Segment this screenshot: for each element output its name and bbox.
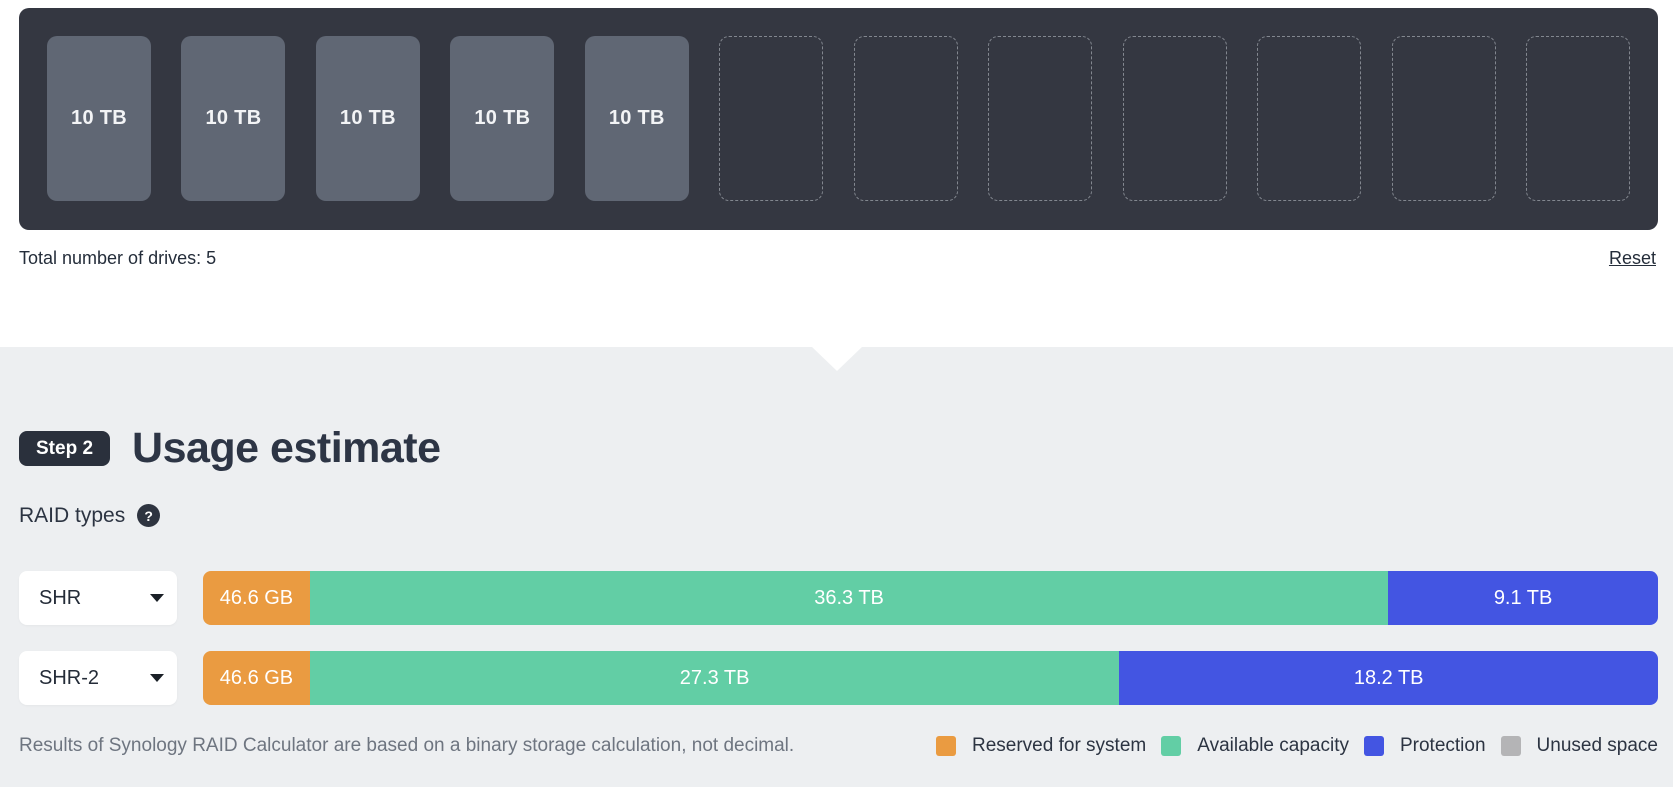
bar-segment-available: 36.3 TB xyxy=(309,571,1389,625)
bar-segment-reserved: 46.6 GB xyxy=(203,651,310,705)
footer-note: Results of Synology RAID Calculator are … xyxy=(19,735,795,756)
capacity-bar: 46.6 GB 27.3 TB 18.2 TB xyxy=(203,651,1658,705)
legend-label: Unused space xyxy=(1536,735,1658,756)
drive-slot-empty[interactable] xyxy=(1525,36,1630,201)
drive-slot-empty[interactable] xyxy=(1122,36,1227,201)
legend-label: Reserved for system xyxy=(972,735,1147,756)
bar-segment-value: 18.2 TB xyxy=(1353,666,1424,689)
drive-bay-meta-row: Total number of drives: 5 Reset xyxy=(19,248,1656,269)
capacity-bar: 46.6 GB 36.3 TB 9.1 TB xyxy=(203,571,1658,625)
section-title: Usage estimate xyxy=(132,424,441,472)
drive-slot-empty[interactable] xyxy=(1391,36,1496,201)
drive-capacity-label: 10 TB xyxy=(71,107,127,129)
help-icon[interactable]: ? xyxy=(137,504,161,527)
step-badge: Step 2 xyxy=(19,431,111,466)
raid-rows: SHR 46.6 GB 36.3 TB 9.1 TB SHR-2 46.6 GB 27.3 … xyxy=(19,571,1658,705)
bar-segment-available: 27.3 TB xyxy=(309,651,1120,705)
section-notch xyxy=(811,347,862,371)
raid-type-select[interactable]: SHR xyxy=(19,571,177,625)
raid-type-value: SHR xyxy=(39,586,82,609)
bar-segment-reserved: 46.6 GB xyxy=(203,571,310,625)
bar-segment-value: 36.3 TB xyxy=(814,586,884,609)
drive-slot-filled[interactable]: 10 TB xyxy=(47,36,151,201)
drive-capacity-label: 10 TB xyxy=(608,107,665,129)
legend-swatch-reserved xyxy=(936,736,956,756)
legend-item: Protection xyxy=(1363,735,1486,757)
drive-slot-empty[interactable] xyxy=(988,36,1093,201)
bar-segment-value: 46.6 GB xyxy=(219,586,294,609)
total-drives-label: Total number of drives: 5 xyxy=(19,248,217,268)
legend-item: Unused space xyxy=(1500,735,1658,757)
drive-slot-empty[interactable] xyxy=(719,36,824,201)
legend-label: Available capacity xyxy=(1197,735,1349,756)
legend-swatch-protection xyxy=(1363,736,1384,756)
drive-slot-filled[interactable]: 10 TB xyxy=(584,36,689,201)
legend: Reserved for system Available capacity Pro… xyxy=(936,735,1658,757)
raid-row: SHR-2 46.6 GB 27.3 TB 18.2 TB xyxy=(19,651,1658,705)
raid-row: SHR 46.6 GB 36.3 TB 9.1 TB xyxy=(19,571,1658,625)
drive-bay-panel: 10 TB 10 TB 10 TB 10 TB 10 TB xyxy=(19,8,1658,230)
raid-types-row: RAID types ? xyxy=(19,504,1658,527)
chevron-down-icon xyxy=(150,674,164,682)
reset-link[interactable]: Reset xyxy=(1608,248,1656,268)
legend-label: Protection xyxy=(1399,735,1486,756)
drive-capacity-label: 10 TB xyxy=(339,107,396,129)
bar-segment-value: 27.3 TB xyxy=(679,666,750,689)
bar-segment-value: 46.6 GB xyxy=(219,666,294,689)
legend-swatch-unused xyxy=(1500,736,1521,756)
drive-selection-section: 10 TB 10 TB 10 TB 10 TB 10 TB Total number o… xyxy=(0,8,1673,347)
drive-capacity-label: 10 TB xyxy=(205,107,262,129)
raid-type-select[interactable]: SHR-2 xyxy=(19,651,177,705)
drive-slot-filled[interactable]: 10 TB xyxy=(450,36,555,201)
drive-capacity-label: 10 TB xyxy=(474,107,531,129)
section-headline: Step 2 Usage estimate xyxy=(19,347,1658,472)
drive-slot-filled[interactable]: 10 TB xyxy=(181,36,286,201)
drive-slot-empty[interactable] xyxy=(853,36,958,201)
drive-slot-empty[interactable] xyxy=(1257,36,1362,201)
legend-item: Available capacity xyxy=(1161,735,1349,757)
footer-row: Results of Synology RAID Calculator are … xyxy=(19,735,1658,757)
chevron-down-icon xyxy=(150,594,164,602)
bar-segment-protection: 18.2 TB xyxy=(1119,651,1658,705)
legend-item: Reserved for system xyxy=(936,735,1146,757)
usage-estimate-section: Step 2 Usage estimate RAID types ? SHR 46… xyxy=(0,347,1673,787)
legend-swatch-available xyxy=(1161,736,1182,756)
raid-type-value: SHR-2 xyxy=(39,666,100,689)
bar-segment-value: 9.1 TB xyxy=(1493,586,1553,609)
bar-segment-protection: 9.1 TB xyxy=(1388,571,1658,625)
drive-slot-filled[interactable]: 10 TB xyxy=(315,36,420,201)
raid-types-label: RAID types xyxy=(19,503,126,527)
